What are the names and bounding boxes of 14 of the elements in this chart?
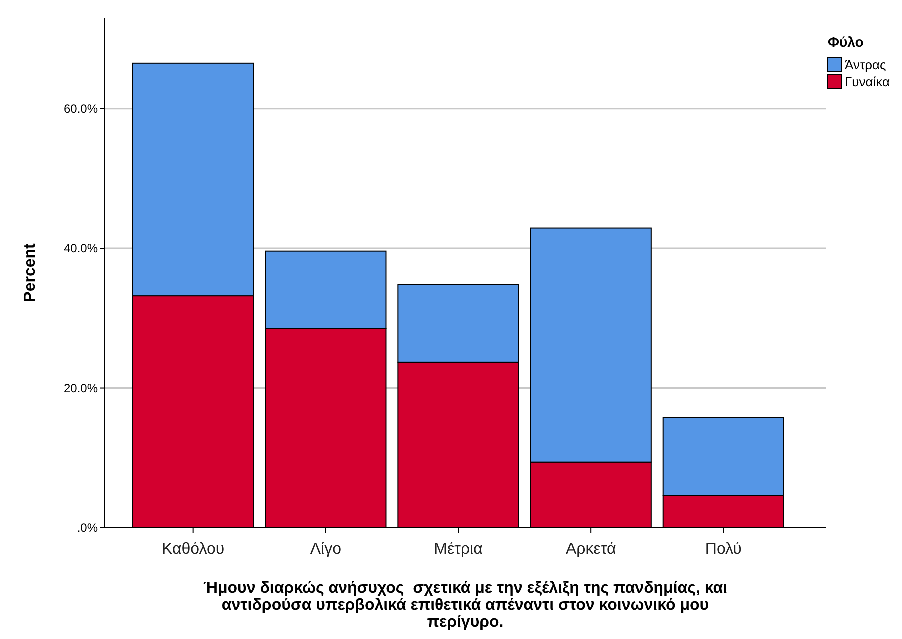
x-tick-label: Καθόλου	[162, 541, 225, 558]
legend-label: Γυναίκα	[845, 74, 891, 90]
y-tick-label: 40.0%	[64, 242, 98, 256]
x-axis-title: Ήμουν διαρκώς ανήσυχος σχετικά με την εξέλιξη της πανδημίας, και αντιδρούσα υπερβολικά επιθετικά απέναντι στον κοινωνικό μου περίγυρο.	[203, 580, 728, 631]
legend-title: Φύλο	[828, 34, 864, 50]
x-tick-label: Λίγο	[310, 541, 342, 558]
x-tick-label: Πολύ	[705, 541, 742, 558]
legend-label: Άντρας	[845, 58, 886, 73]
x-tick-label: Αρκετά	[566, 541, 616, 558]
y-axis-title: Percent	[22, 242, 39, 302]
y-tick-label: .0%	[77, 521, 98, 536]
x-tick-label: Μέτρια	[434, 541, 483, 558]
y-tick-label: 20.0%	[64, 381, 98, 396]
y-tick-label: 60.0%	[64, 102, 98, 116]
